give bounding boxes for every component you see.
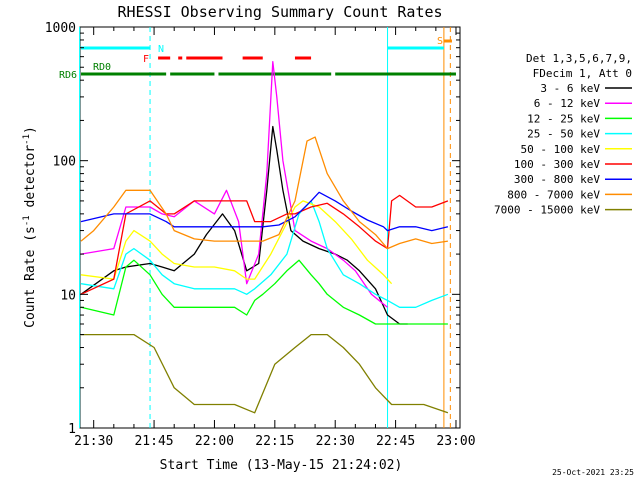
legend-label: 100 - 300 keV [514,158,600,171]
flare-label: F [143,54,149,65]
y-tick-label: 1 [68,422,76,437]
x-tick-label: 22:15 [255,434,294,449]
legend-label: 25 - 50 keV [527,128,600,141]
series-line [80,125,408,325]
legend-header: FDecim 1, Att 0 [533,67,632,80]
x-tick-label: 22:00 [195,434,234,449]
x-tick-label: 23:00 [436,434,475,449]
rd0-label: RD0 [93,62,111,73]
legend-label: 800 - 7000 keV [507,188,600,201]
x-axis-label: Start Time (13-May-15 21:24:02) [160,458,403,473]
series-line [80,200,393,285]
y-tick-label: 1000 [45,21,76,36]
series-line [80,61,388,308]
legend-header: Det 1,3,5,6,7,9, [526,52,632,65]
x-tick-label: 22:30 [316,434,355,449]
series-line [80,259,448,325]
series-line [80,200,449,308]
legend-label: 7000 - 15000 keV [494,204,600,217]
x-tick-label: 22:45 [376,434,415,449]
rd6-label: RD6 [59,70,77,81]
timestamp: 25-Oct-2021 23:25 [552,468,634,477]
y-tick-label: 10 [60,288,76,303]
y-axis-label: Count Rate (s-1 detector-1) [22,126,38,328]
series-line [81,333,449,414]
legend-label: 50 - 100 keV [521,143,601,156]
x-tick-label: 21:30 [74,434,113,449]
chart-title: RHESSI Observing Summary Count Rates [117,3,442,21]
y-tick-label: 100 [53,155,76,170]
legend-label: 300 - 800 keV [514,173,600,186]
legend-label: 3 - 6 keV [540,82,600,95]
x-tick-label: 21:45 [134,434,173,449]
plot-frame [79,26,461,429]
series-line [80,191,449,232]
series-line [80,136,448,250]
legend-label: 6 - 12 keV [534,97,601,110]
saa-label: S [437,36,443,47]
legend-label: 12 - 25 keV [527,112,600,125]
night-label: N [158,44,164,55]
